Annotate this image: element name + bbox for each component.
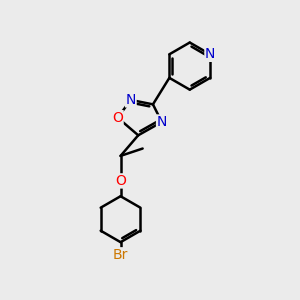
- Text: N: N: [126, 93, 136, 107]
- Text: N: N: [157, 115, 167, 129]
- Text: N: N: [205, 47, 215, 61]
- Text: O: O: [112, 111, 123, 124]
- Text: Br: Br: [113, 248, 128, 262]
- Text: O: O: [115, 174, 126, 188]
